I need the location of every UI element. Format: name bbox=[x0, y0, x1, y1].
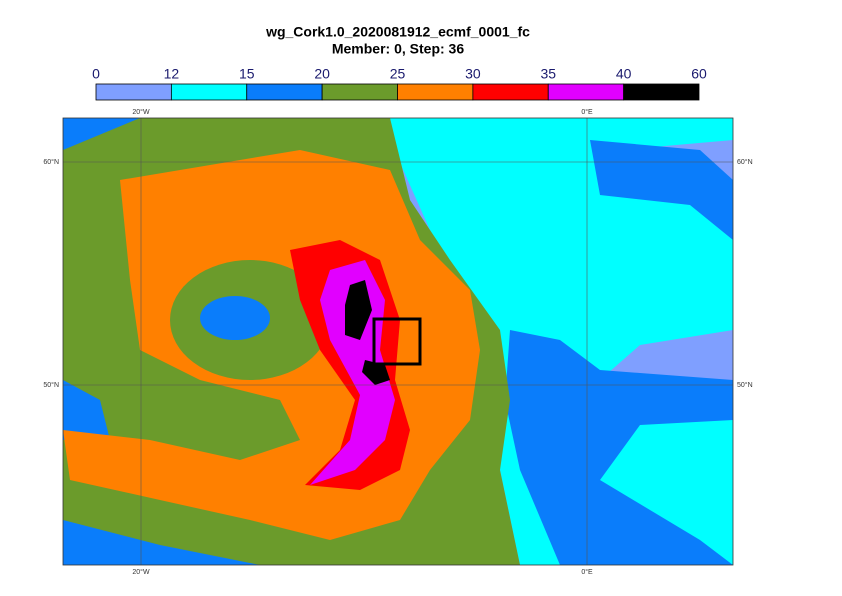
colorbar-label: 12 bbox=[164, 66, 180, 82]
colorbar-segment bbox=[472, 83, 549, 101]
colorbar-label: 60 bbox=[691, 66, 707, 82]
colorbar-segment bbox=[321, 83, 398, 101]
lon-label: 0°E bbox=[581, 108, 593, 116]
map bbox=[63, 118, 733, 565]
colorbar-label: 40 bbox=[616, 66, 632, 82]
colorbar-segment bbox=[623, 83, 700, 101]
colorbar-segment bbox=[397, 83, 474, 101]
title: wg_Cork1.0_2020081912_ecmf_0001_fc bbox=[265, 24, 530, 40]
lon-label: 20°W bbox=[132, 568, 150, 576]
colorbar-label: 25 bbox=[390, 66, 406, 82]
colorbar: 0 12 15 20 25 30 35 40 60 bbox=[92, 66, 707, 101]
lon-label: 20°W bbox=[132, 108, 150, 116]
colorbar-label: 35 bbox=[540, 66, 556, 82]
lon-label: 0°E bbox=[581, 568, 593, 576]
graticule bbox=[63, 118, 733, 565]
colorbar-label: 30 bbox=[465, 66, 481, 82]
lat-label: 50°N bbox=[43, 381, 59, 389]
colorbar-segment bbox=[170, 83, 248, 101]
region bbox=[505, 140, 733, 565]
colorbar-label: 15 bbox=[239, 66, 255, 82]
colorbar-segment bbox=[246, 83, 323, 101]
colorbar-segment bbox=[547, 83, 625, 101]
region bbox=[200, 296, 270, 340]
colorbar-label: 20 bbox=[314, 66, 330, 82]
lat-label: 60°N bbox=[737, 158, 753, 166]
subtitle: Member: 0, Step: 36 bbox=[332, 41, 464, 57]
colorbar-segment bbox=[95, 83, 172, 101]
lat-label: 60°N bbox=[43, 158, 59, 166]
region bbox=[310, 260, 395, 485]
map-frame bbox=[62, 117, 734, 566]
region bbox=[345, 280, 390, 385]
colorbar-label: 0 bbox=[92, 66, 100, 82]
domain-box bbox=[372, 317, 422, 366]
lat-label: 50°N bbox=[737, 381, 753, 389]
